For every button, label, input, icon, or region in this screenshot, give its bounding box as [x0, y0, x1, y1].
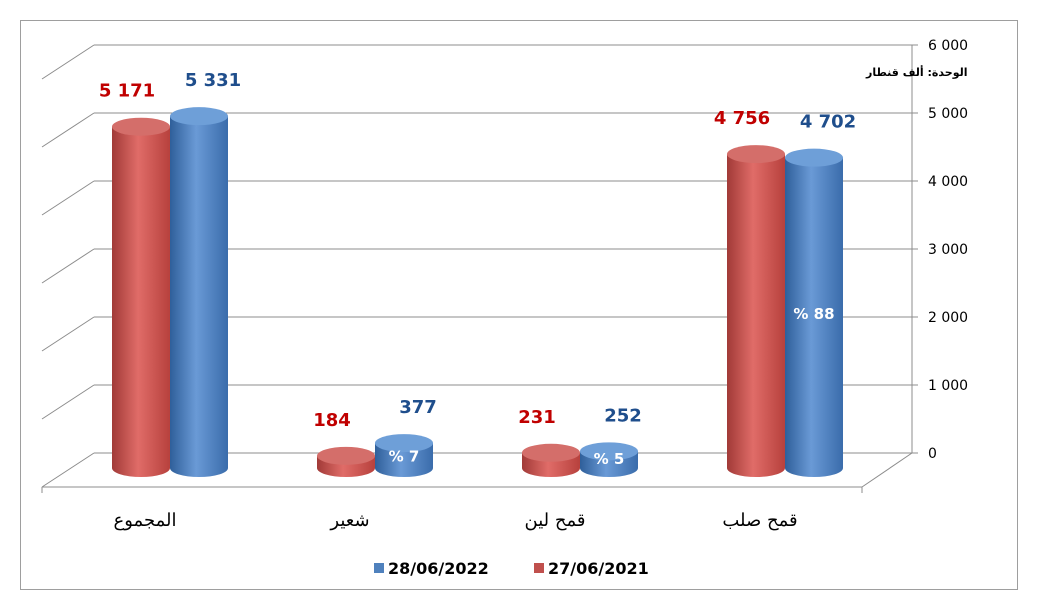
data-label: 184 — [313, 410, 351, 431]
bar-top — [317, 446, 375, 465]
data-labels: 5 171 184 231 4 756 5 331 377 % 7 252 % 5 4 702 % … — [99, 70, 856, 468]
data-label: 231 — [518, 407, 556, 428]
legend-item: 27/06/2021 — [534, 559, 649, 578]
y-tick-label: 0 — [928, 446, 937, 462]
gridline-depth — [41, 44, 95, 80]
bar-body — [375, 443, 433, 477]
data-label: 4 702 — [800, 112, 856, 133]
gridline-depth — [41, 112, 95, 148]
bar — [727, 145, 785, 477]
gridline-depth — [41, 248, 95, 284]
bar — [112, 117, 170, 478]
value-axis: 0 1 000 2 000 3 000 4 000 5 000 6 000 — [911, 38, 968, 462]
bar-body — [785, 157, 843, 477]
legend-label: 27/06/2021 — [548, 559, 649, 578]
data-label: 377 — [399, 397, 437, 418]
gridline-depth — [41, 316, 95, 352]
bar — [375, 434, 433, 477]
share-label: % 7 — [389, 448, 420, 466]
bar — [170, 107, 228, 478]
y-tick-label: 3 000 — [928, 242, 968, 258]
bar — [522, 443, 580, 477]
category-axis: المجموع شعير قمح لين قمح صلب — [114, 510, 798, 531]
floor-right-edge — [861, 452, 913, 488]
bar-body — [112, 126, 170, 478]
bar-top — [580, 442, 638, 461]
bar-top — [785, 148, 843, 167]
share-label: % 88 — [793, 305, 834, 323]
category-label: المجموع — [114, 510, 177, 531]
y-tick-label: 6 000 — [928, 38, 968, 54]
category-label: قمح صلب — [722, 510, 797, 531]
bar-top — [727, 145, 785, 164]
y-tick-label: 5 000 — [928, 106, 968, 122]
data-label: 5 171 — [99, 81, 155, 102]
data-label: 252 — [604, 405, 642, 426]
share-label: % 5 — [594, 450, 625, 468]
data-label: 5 331 — [185, 70, 241, 91]
gridline-depth — [41, 180, 95, 216]
legend-swatch — [374, 563, 384, 573]
y-tick-label: 2 000 — [928, 310, 968, 326]
bar — [785, 148, 843, 477]
bar-body — [727, 154, 785, 477]
bar-top — [522, 443, 580, 462]
y-tick-label: 1 000 — [928, 378, 968, 394]
bar-top — [170, 107, 228, 126]
legend-item: 28/06/2022 — [374, 559, 489, 578]
bars — [112, 107, 843, 478]
gridline-depth — [41, 452, 95, 488]
legend-label: 28/06/2022 — [388, 559, 489, 578]
bar — [580, 442, 638, 477]
legend-swatch — [534, 563, 544, 573]
bar-body — [170, 116, 228, 478]
category-label: شعير — [329, 510, 369, 531]
bar — [317, 446, 375, 477]
legend: 28/06/2022 27/06/2021 — [374, 559, 649, 578]
data-label: 4 756 — [714, 108, 770, 129]
category-label: قمح لين — [525, 510, 586, 531]
gridline-depth — [41, 384, 95, 420]
unit-label: الوحدة: ألف قنطار — [865, 65, 968, 79]
y-tick-label: 4 000 — [928, 174, 968, 190]
bar-top — [112, 117, 170, 136]
bar-top — [375, 434, 433, 453]
chart-frame — [20, 20, 1018, 590]
